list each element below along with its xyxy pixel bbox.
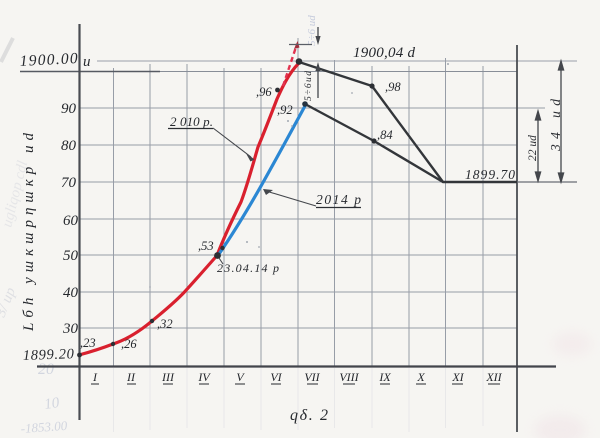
svg-text:70: 70 — [61, 175, 77, 191]
svg-text:IV: IV — [197, 370, 211, 384]
svg-text:I: I — [92, 370, 98, 384]
svg-text:1900.00: 1900.00 — [19, 50, 78, 70]
svg-text:III: III — [161, 370, 175, 384]
svg-text:5÷6ud: 5÷6ud — [304, 71, 314, 101]
svg-text:X: X — [416, 370, 425, 384]
svg-text:2 010 p.: 2 010 p. — [170, 114, 213, 129]
svg-text:1900,04 d: 1900,04 d — [353, 45, 416, 61]
svg-text:VII: VII — [304, 370, 320, 384]
svg-text:-1853.00: -1853.00 — [20, 418, 68, 436]
svg-text:VI: VI — [270, 370, 282, 384]
svg-text:II: II — [126, 370, 136, 384]
svg-text:60: 60 — [63, 213, 79, 229]
svg-text:40: 40 — [63, 285, 79, 301]
svg-text:,96: ,96 — [256, 85, 272, 99]
svg-text:80: 80 — [61, 138, 77, 154]
svg-text:,98: ,98 — [385, 80, 401, 94]
svg-text:,26: ,26 — [121, 337, 137, 351]
svg-text:10: 10 — [43, 395, 61, 413]
svg-text:VIII: VIII — [339, 370, 359, 384]
svg-text:2014 p: 2014 p — [316, 192, 361, 207]
svg-text:,53: ,53 — [198, 239, 214, 253]
svg-text:qδ. 2: qδ. 2 — [290, 407, 328, 424]
svg-text:IX: IX — [378, 370, 391, 384]
svg-text:,23: ,23 — [80, 336, 96, 350]
svg-text:V: V — [236, 370, 245, 384]
svg-text:XII: XII — [485, 370, 502, 384]
svg-text:,32: ,32 — [157, 317, 173, 331]
svg-text:34 ud: 34 ud — [548, 99, 563, 152]
svg-text:XI: XI — [451, 370, 464, 384]
svg-text:,92: ,92 — [277, 103, 293, 117]
svg-text:50: 50 — [63, 248, 79, 264]
svg-text:20: 20 — [38, 361, 54, 378]
svg-text:5÷6 ud: 5÷6 ud — [306, 15, 318, 46]
svg-text:1899.20: 1899.20 — [23, 346, 75, 364]
svg-text:90: 90 — [61, 101, 77, 117]
svg-text:23.04.14 p: 23.04.14 p — [217, 261, 279, 275]
svg-text:,84: ,84 — [377, 128, 393, 142]
svg-text:u: u — [83, 54, 91, 70]
svg-text:30: 30 — [62, 321, 79, 337]
svg-text:22 ud: 22 ud — [527, 135, 539, 161]
svg-text:1899.70: 1899.70 — [465, 167, 515, 182]
